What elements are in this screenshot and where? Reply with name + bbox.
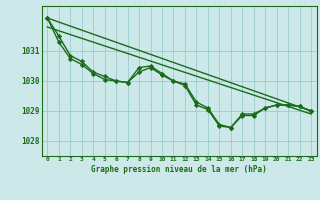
X-axis label: Graphe pression niveau de la mer (hPa): Graphe pression niveau de la mer (hPa): [91, 165, 267, 174]
